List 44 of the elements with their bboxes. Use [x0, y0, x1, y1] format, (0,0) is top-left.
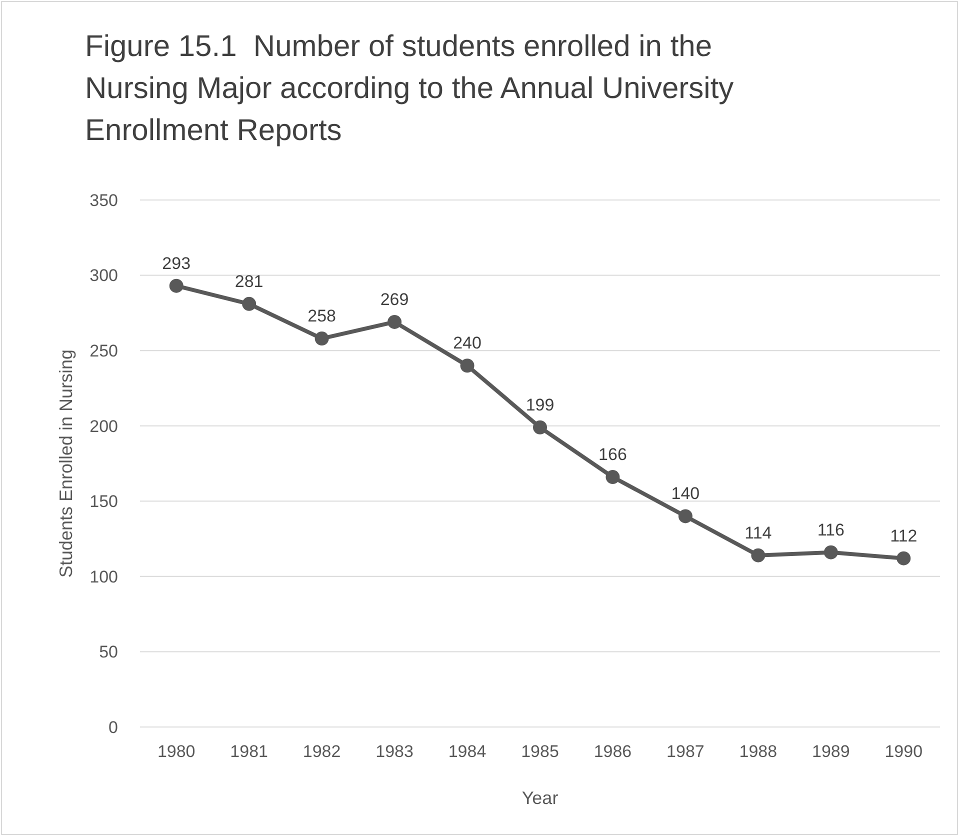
y-axis-title: Students Enrolled in Nursing	[56, 349, 76, 578]
x-tick-label: 1981	[230, 742, 268, 761]
point	[751, 548, 766, 562]
x-tick-label: 1982	[302, 742, 341, 761]
y-tick-label: 350	[90, 190, 118, 210]
x-tick-label: 1989	[812, 742, 850, 761]
y-tick-label: 300	[90, 266, 118, 286]
data-label: 240	[453, 334, 482, 353]
y-tick-label: 200	[90, 416, 118, 436]
chart-title: Figure 15.1 Number of students enrolled in the Nursing Major according to the Annual University Enrollment Reports	[85, 30, 734, 147]
x-axis-title: Year	[522, 788, 558, 808]
x-tick-label: 1984	[448, 742, 486, 761]
y-tick-label: 150	[90, 492, 118, 512]
data-label: 166	[598, 445, 627, 464]
y-tick-label: 0	[108, 718, 118, 737]
x-tick-label: 1980	[157, 742, 196, 761]
point	[824, 545, 838, 560]
data-label: 199	[526, 395, 554, 414]
data-label: 112	[890, 526, 918, 546]
point	[606, 470, 620, 484]
point	[678, 509, 692, 524]
data-label: 140	[671, 484, 700, 504]
point	[314, 332, 329, 346]
data-label: 281	[234, 272, 264, 291]
data-label: 258	[308, 306, 336, 326]
data-label: 269	[380, 290, 409, 309]
x-tick-label: 1990	[884, 742, 923, 761]
point	[896, 551, 911, 566]
data-label: 293	[162, 254, 191, 273]
data-label: 116	[817, 520, 844, 540]
point	[533, 420, 547, 434]
x-tick-label: 1988	[739, 742, 778, 761]
point	[460, 358, 474, 373]
x-tick-label: 1987	[666, 742, 704, 761]
x-tick-label: 1983	[376, 742, 414, 761]
point	[242, 296, 256, 311]
x-tick-label: 1986	[594, 742, 632, 761]
point	[169, 278, 184, 293]
y-tick-label: 250	[90, 342, 118, 361]
y-tick-label: 100	[90, 567, 118, 586]
x-tick-label: 1985	[521, 742, 559, 761]
data-label: 114	[744, 523, 772, 542]
point	[388, 314, 402, 329]
y-tick-label: 50	[99, 642, 118, 662]
